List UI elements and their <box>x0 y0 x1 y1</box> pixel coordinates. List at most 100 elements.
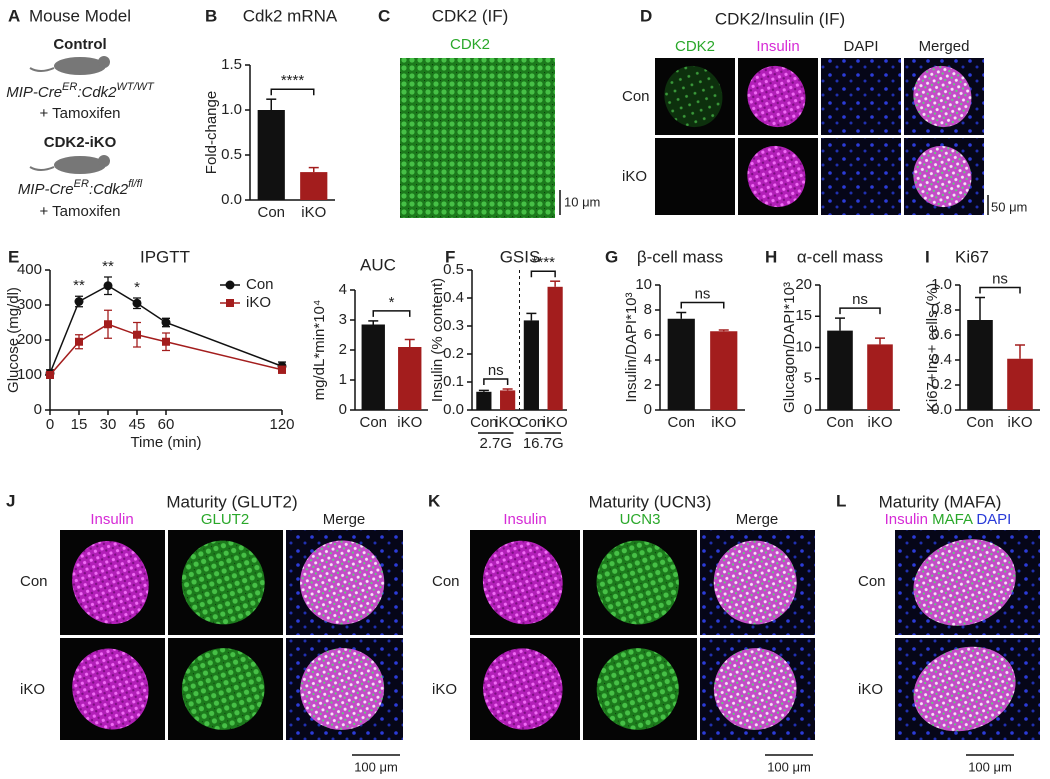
bar <box>500 390 516 410</box>
y-axis-label: Insulin/DAPI*10³ <box>623 292 640 402</box>
bar <box>867 344 893 410</box>
channel-label: CDK2 <box>450 36 490 53</box>
islet <box>596 540 679 625</box>
error-bar <box>526 312 537 321</box>
y-axis-label: Glucose (mg/dl) <box>5 287 22 393</box>
x-tick-label: iKO <box>543 414 568 431</box>
legend-label: iKO <box>246 294 271 311</box>
panel-letter: G <box>605 247 618 266</box>
y-tick-label: 0.0 <box>221 191 242 208</box>
bar <box>1007 358 1033 410</box>
marker <box>162 337 170 346</box>
y-tick-label: 1 <box>339 371 347 388</box>
scale-bar-label: 100 μm <box>354 759 398 774</box>
group-name: CDK2-iKO <box>44 134 117 151</box>
y-tick-label: 0 <box>339 401 347 418</box>
treatment: + Tamoxifen <box>39 203 120 220</box>
chart-title: IPGTT <box>140 247 190 266</box>
error-bar <box>404 338 415 347</box>
marker <box>103 281 113 291</box>
genotype: MIP-CreER:Cdk2WT/WT <box>6 81 155 101</box>
x-tick-label: 30 <box>100 416 117 433</box>
y-tick-label: 8 <box>644 301 652 318</box>
error-bar <box>975 296 985 320</box>
y-axis-label: Insulin (% content) <box>429 278 446 402</box>
bar <box>257 110 285 200</box>
scale-bar-label: 10 μm <box>564 194 600 209</box>
y-axis-label: Glucagon/DAPI*10³ <box>781 282 798 413</box>
significance-label: ns <box>695 285 711 302</box>
error-bar <box>502 388 513 391</box>
y-tick-label: 0.2 <box>443 345 464 362</box>
y-tick-label: 0 <box>804 401 812 418</box>
legend-marker <box>225 280 235 290</box>
row-label: iKO <box>20 681 45 698</box>
y-tick-label: 0.8 <box>931 301 952 318</box>
islet <box>596 648 679 730</box>
x-tick-label: iKO <box>1007 414 1032 431</box>
islet <box>72 540 149 625</box>
scale-bar-label: 100 μm <box>968 759 1012 774</box>
y-tick-label: 6 <box>644 326 652 343</box>
y-tick-label: 0.0 <box>443 401 464 418</box>
y-tick-label: 10 <box>795 338 812 355</box>
y-tick-label: 1.0 <box>221 101 242 118</box>
bar <box>476 391 492 410</box>
bar <box>523 320 539 410</box>
y-tick-label: 0 <box>644 401 652 418</box>
panel-letter: A <box>8 6 20 25</box>
significance-label: **** <box>532 254 556 271</box>
group-label: 16.7G <box>523 435 564 452</box>
y-tick-label: 100 <box>17 366 42 383</box>
x-tick-label: Con <box>359 414 387 431</box>
chart-title: AUC <box>360 255 396 274</box>
x-tick-label: 60 <box>158 416 175 433</box>
islet <box>181 540 265 625</box>
x-tick-label: iKO <box>397 414 422 431</box>
column-label: Insulin <box>90 511 133 528</box>
error-bar <box>308 166 319 173</box>
y-tick-label: 10 <box>635 276 652 293</box>
row-label: iKO <box>858 681 883 698</box>
significance-label: * <box>389 294 395 311</box>
marker <box>104 320 112 329</box>
islet <box>913 646 1016 732</box>
bar <box>547 286 563 410</box>
x-tick-label: Con <box>470 414 498 431</box>
y-axis-label: Ki67+Ins+ cells (%) <box>924 283 941 412</box>
row-label: iKO <box>432 681 457 698</box>
y-tick-label: 300 <box>17 296 42 313</box>
y-tick-label: 200 <box>17 331 42 348</box>
column-label: Insulin <box>503 511 546 528</box>
column-label: DAPI <box>843 38 878 55</box>
chart-title: α-cell mass <box>797 247 883 266</box>
row-label: Con <box>622 88 650 105</box>
x-tick-label: Con <box>826 414 854 431</box>
y-tick-label: 0.3 <box>443 317 464 334</box>
significance-label: * <box>134 279 140 296</box>
bar <box>300 172 328 200</box>
x-tick-label: Con <box>518 414 546 431</box>
y-tick-label: 4 <box>644 351 652 368</box>
panel-title: CDK2/Insulin (IF) <box>715 9 845 28</box>
x-tick-label: iKO <box>495 414 520 431</box>
y-tick-label: 1.0 <box>931 276 952 293</box>
channel-legend: Insulin MAFA DAPI <box>885 511 1012 528</box>
row-label: Con <box>20 573 48 590</box>
panel-title: Maturity (UCN3) <box>589 492 712 511</box>
y-tick-label: 0.6 <box>931 326 952 343</box>
bar <box>967 320 993 410</box>
y-axis-label: Fold-change <box>203 91 220 174</box>
marker <box>74 297 84 306</box>
significance-bracket <box>483 378 509 385</box>
islet <box>713 648 797 730</box>
islet <box>913 65 972 128</box>
error-bar <box>550 280 561 287</box>
panel-title: CDK2 (IF) <box>432 6 509 25</box>
error-bar <box>1015 344 1025 359</box>
error-bar <box>875 337 885 345</box>
chart-title: Ki67 <box>955 247 989 266</box>
micrograph <box>821 138 901 215</box>
genotype: MIP-CreER:Cdk2fl/fl <box>18 178 143 198</box>
